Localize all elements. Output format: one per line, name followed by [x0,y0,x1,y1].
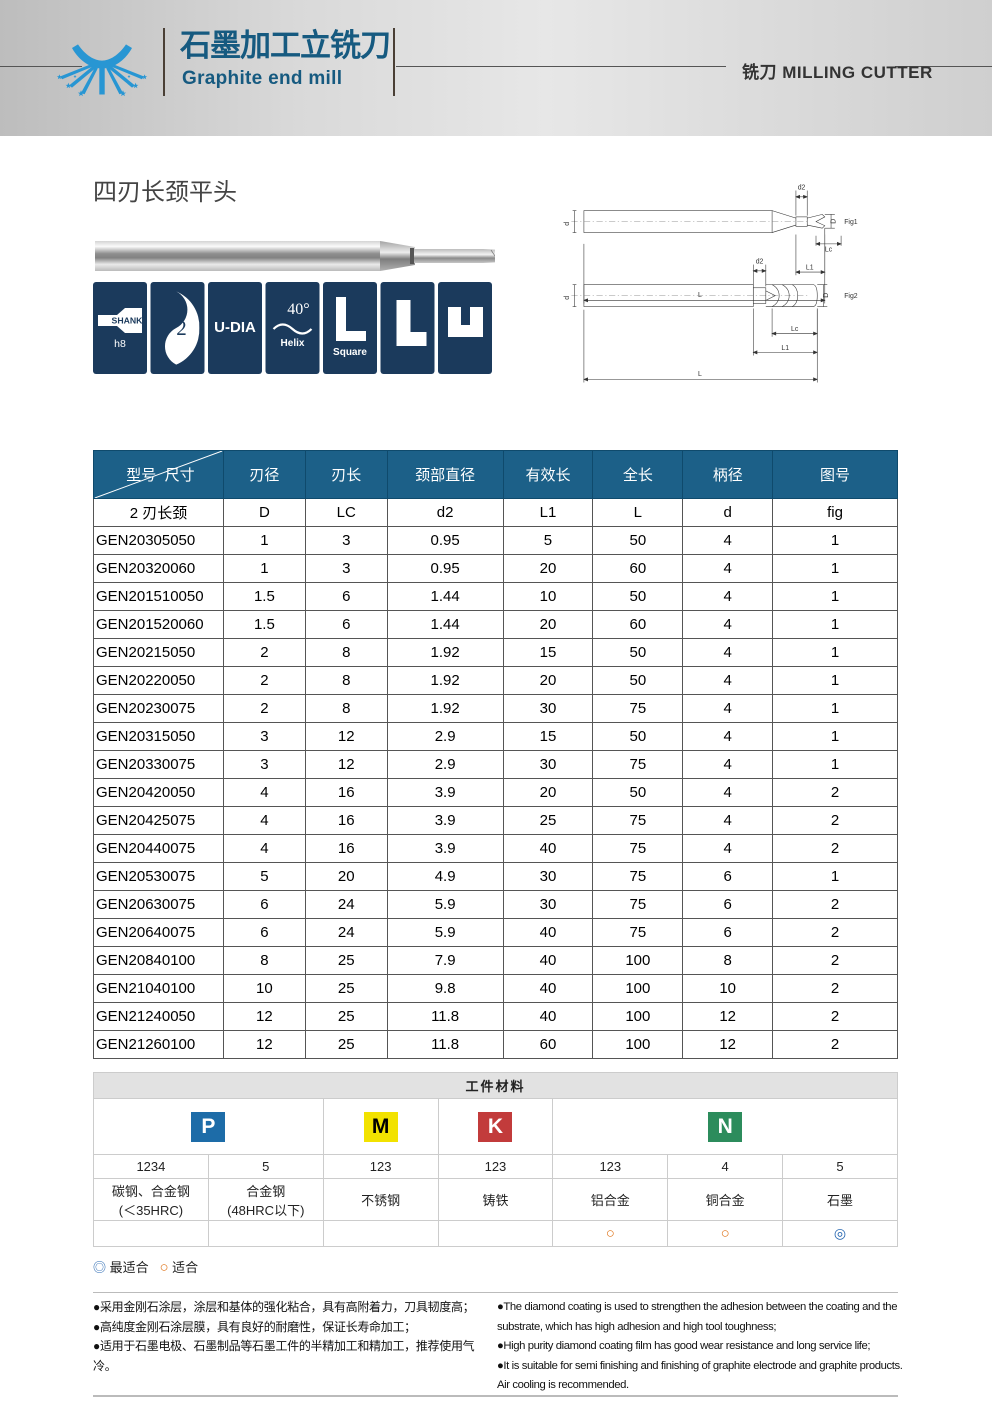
svg-text:d: d [564,222,571,226]
svg-text:D: D [823,293,830,298]
svg-text:d2: d2 [798,184,806,191]
svg-text:40°: 40° [287,301,309,318]
svg-text:U-DIA: U-DIA [214,319,256,336]
svg-text:d2: d2 [756,258,764,265]
svg-text:D: D [830,219,837,224]
svg-text:2: 2 [176,316,187,340]
svg-text:Fig1: Fig1 [844,219,858,226]
svg-text:Fig2: Fig2 [844,293,858,300]
svg-text:L1: L1 [806,265,814,272]
svg-text:L1: L1 [781,345,789,352]
svg-text:SHANK: SHANK [112,316,144,326]
svg-text:Helix: Helix [281,338,305,349]
svg-text:L: L [698,371,702,378]
svg-text:Square: Square [333,347,367,358]
svg-text:d: d [564,296,571,300]
svg-text:Lc: Lc [825,246,833,253]
svg-text:h8: h8 [114,338,126,350]
svg-text:Lc: Lc [791,326,799,333]
